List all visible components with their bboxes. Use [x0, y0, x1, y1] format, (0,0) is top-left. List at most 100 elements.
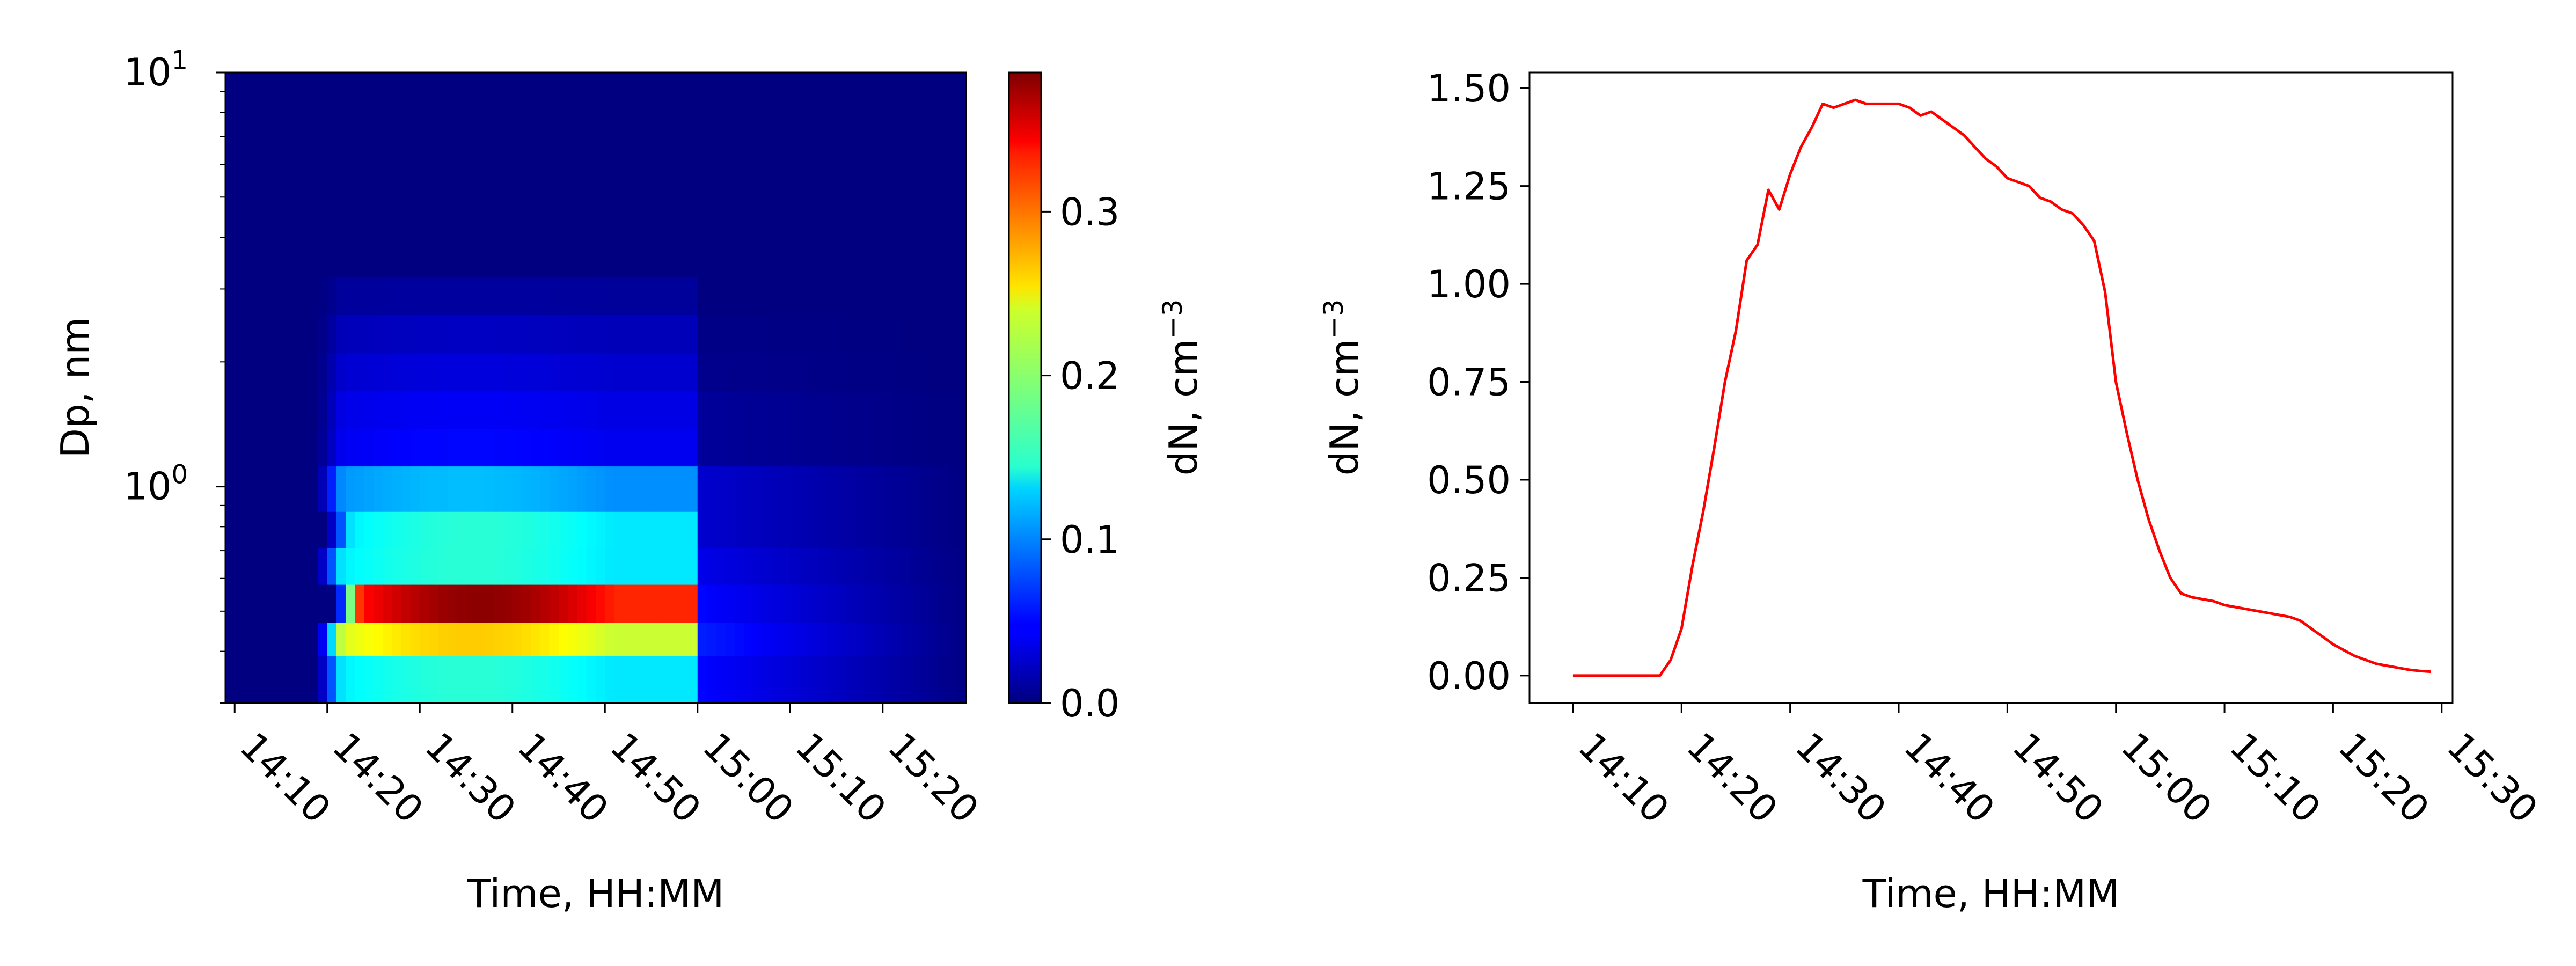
heatmap-cell	[771, 353, 781, 392]
heatmap-cell	[253, 391, 263, 429]
heatmap-y-tick-base: 10	[123, 50, 171, 94]
heatmap-cell	[448, 656, 458, 704]
heatmap-cell	[327, 466, 337, 512]
heatmap-cell	[744, 353, 754, 392]
heatmap-cell	[318, 277, 328, 315]
heatmap-cell	[781, 622, 791, 656]
heatmap-cell	[771, 548, 781, 585]
heatmap-cell	[845, 548, 855, 585]
heatmap-cell	[799, 428, 809, 467]
heatmap-panel: 14:1014:2014:3014:4014:5015:0015:1015:20…	[53, 46, 987, 916]
heatmap-cell	[586, 622, 596, 656]
heatmap-cell	[448, 391, 458, 429]
heatmap-cell	[614, 428, 624, 467]
heatmap-cell	[355, 277, 365, 315]
heatmap-cell	[309, 72, 319, 278]
heatmap-cell	[660, 72, 670, 278]
line-panel: 14:10 14:20 14:30 14:40 14:50 15:00 15:10 15:20…	[1318, 67, 2546, 916]
heatmap-cell	[586, 277, 596, 315]
heatmap-cell	[873, 584, 883, 623]
heatmap-cell	[346, 314, 356, 354]
heatmap-cell	[336, 314, 347, 354]
heatmap-cell	[401, 314, 411, 354]
heatmap-cell	[374, 656, 384, 704]
heatmap-cell	[466, 511, 476, 548]
heatmap-cell	[512, 428, 522, 467]
heatmap-cell	[568, 584, 578, 623]
heatmap-cell	[827, 548, 837, 585]
heatmap-cell	[734, 466, 744, 512]
heatmap-cell	[540, 548, 550, 585]
heatmap-cell	[225, 277, 236, 315]
heatmap-cell	[401, 548, 411, 585]
heatmap-cell	[540, 511, 550, 548]
heatmap-cell	[892, 548, 902, 585]
heatmap-cell	[614, 72, 624, 278]
line-y-tick-label: 1.25	[1427, 165, 1511, 209]
heatmap-cell	[392, 584, 402, 623]
heatmap-cell	[901, 391, 911, 429]
heatmap-cell	[614, 314, 624, 354]
heatmap-cell	[947, 511, 957, 548]
heatmap-cell	[336, 353, 347, 392]
heatmap-cell	[790, 622, 800, 656]
heatmap-cell	[623, 622, 633, 656]
heatmap-cell	[596, 622, 606, 656]
heatmap-cell	[596, 466, 606, 512]
heatmap-cell	[744, 277, 754, 315]
heatmap-cell	[438, 428, 448, 467]
heatmap-cell	[522, 314, 532, 354]
heatmap-cell	[448, 72, 458, 278]
heatmap-cell	[707, 72, 717, 278]
heatmap-cell	[392, 511, 402, 548]
heatmap-cell	[688, 466, 698, 512]
heatmap-cell	[475, 428, 485, 467]
heatmap-cell	[596, 391, 606, 429]
heatmap-cell	[281, 511, 291, 548]
heatmap-cell	[309, 353, 319, 392]
heatmap-cell	[485, 72, 495, 278]
heatmap-cell	[929, 428, 939, 467]
heatmap-cell	[374, 584, 384, 623]
heatmap-cell	[374, 353, 384, 392]
heatmap-cell	[799, 511, 809, 548]
heatmap-cell	[466, 391, 476, 429]
heatmap-cell	[873, 656, 883, 704]
heatmap-cell	[744, 622, 754, 656]
heatmap-cell	[882, 584, 892, 623]
heatmap-cell	[253, 656, 263, 704]
heatmap-cell	[929, 548, 939, 585]
heatmap-cell	[596, 353, 606, 392]
heatmap-cell	[836, 72, 846, 278]
heatmap-cell	[374, 466, 384, 512]
heatmap-cell	[568, 353, 578, 392]
heatmap-cell	[364, 622, 374, 656]
heatmap-cell	[651, 622, 661, 656]
heatmap-cell	[244, 511, 254, 548]
heatmap-cell	[494, 466, 504, 512]
heatmap-cell	[642, 511, 652, 548]
heatmap-cell	[633, 511, 643, 548]
heatmap-cell	[799, 277, 809, 315]
heatmap-cell	[411, 314, 421, 354]
colorbar-tick-label: 0.1	[1060, 518, 1119, 562]
heatmap-cell	[281, 428, 291, 467]
heatmap-cell	[540, 391, 550, 429]
heatmap-cell	[364, 548, 374, 585]
heatmap-cell	[586, 511, 596, 548]
heatmap-cell	[383, 314, 393, 354]
heatmap-cell	[577, 466, 587, 512]
heatmap-cell	[235, 277, 245, 315]
heatmap-cell	[355, 584, 365, 623]
heatmap-cell	[411, 353, 421, 392]
line-y-tick-label: 0.00	[1427, 654, 1511, 698]
heatmap-cell	[253, 72, 263, 278]
heatmap-cell	[818, 428, 828, 467]
heatmap-cell	[623, 391, 633, 429]
heatmap-cell	[281, 72, 291, 278]
heatmap-cell	[346, 511, 356, 548]
heatmap-cell	[697, 622, 707, 656]
heatmap-cell	[614, 277, 624, 315]
heatmap-cell	[336, 428, 347, 467]
heatmap-cell	[290, 622, 300, 656]
